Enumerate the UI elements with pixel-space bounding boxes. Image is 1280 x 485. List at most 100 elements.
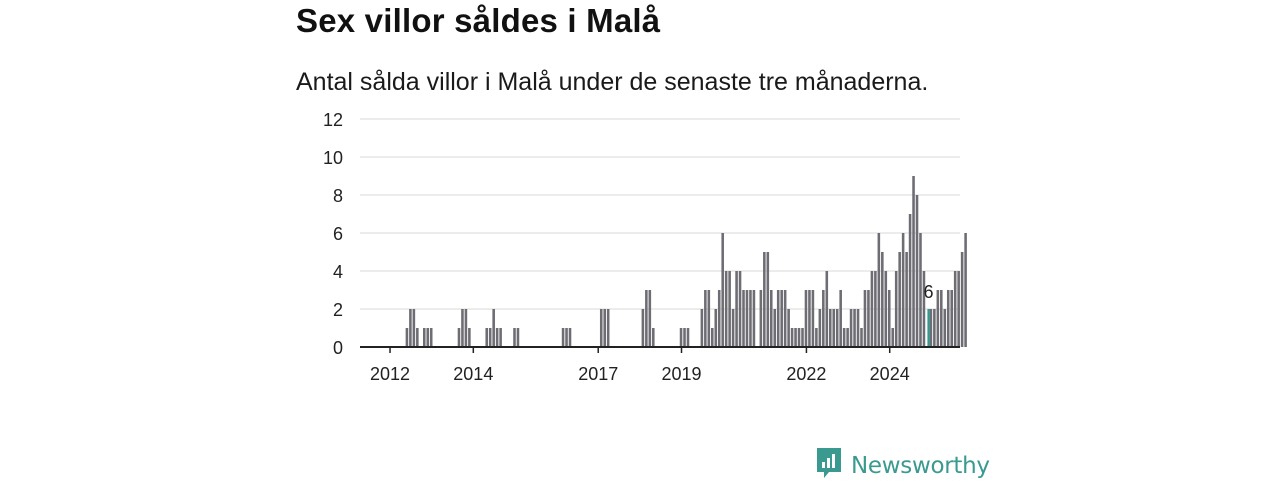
x-tick-label: 2022	[786, 364, 826, 384]
bar	[468, 328, 471, 347]
bar	[898, 252, 901, 347]
bar	[957, 271, 960, 347]
x-tick-label: 2014	[453, 364, 493, 384]
bar	[825, 271, 829, 347]
bar	[940, 290, 943, 347]
bar	[742, 290, 745, 347]
bar	[749, 290, 752, 347]
bar	[405, 328, 409, 347]
bar	[877, 233, 881, 347]
bar	[867, 290, 870, 347]
bar	[790, 328, 794, 347]
bar	[648, 290, 652, 347]
bar	[700, 309, 704, 347]
bar	[846, 328, 849, 347]
bars	[405, 176, 967, 347]
bar	[853, 309, 856, 347]
bar	[804, 290, 808, 347]
bar	[422, 328, 426, 347]
bar	[936, 290, 940, 347]
x-tick-label: 2019	[661, 364, 701, 384]
bar	[815, 328, 818, 347]
bar	[818, 309, 822, 347]
bar	[603, 309, 606, 347]
bar	[568, 328, 572, 347]
bar	[915, 195, 919, 347]
bar	[752, 290, 756, 347]
bar	[797, 328, 801, 347]
bar	[881, 252, 884, 347]
bar	[464, 309, 468, 347]
bar	[835, 309, 839, 347]
grid-lines	[360, 118, 960, 310]
bar	[412, 309, 416, 347]
bar	[960, 252, 964, 347]
bar	[863, 290, 867, 347]
bar	[933, 309, 936, 347]
bar	[842, 328, 846, 347]
bar	[492, 309, 495, 347]
bar	[849, 309, 853, 347]
bar	[683, 328, 686, 347]
bar	[429, 328, 433, 347]
bar	[919, 233, 922, 347]
bar	[794, 328, 797, 347]
chart-title: Sex villor såldes i Malå	[296, 2, 661, 39]
bar-highlight	[927, 309, 930, 347]
bar	[645, 290, 648, 347]
bar	[457, 328, 461, 347]
bar	[513, 328, 516, 347]
bar	[759, 290, 763, 347]
bar	[766, 252, 770, 347]
bar	[724, 271, 728, 347]
bar	[426, 328, 430, 347]
bar	[901, 233, 905, 347]
bar	[704, 290, 707, 347]
bar	[728, 271, 731, 347]
bar	[721, 233, 724, 347]
bar	[707, 290, 711, 347]
bar	[769, 290, 773, 347]
bar	[964, 233, 967, 347]
bar	[856, 309, 860, 347]
bar	[891, 328, 895, 347]
bar	[711, 328, 714, 347]
bar	[808, 290, 811, 347]
y-tick-label: 6	[333, 224, 343, 244]
bar	[641, 309, 645, 347]
bar	[409, 309, 412, 347]
y-tick-label: 4	[333, 262, 343, 282]
brand-name: Newsworthy	[851, 452, 990, 479]
bar	[516, 328, 520, 347]
bar	[908, 214, 912, 347]
chart-subtitle: Antal sålda villor i Malå under de senas…	[296, 68, 929, 96]
bar	[874, 271, 877, 347]
bar	[686, 328, 690, 347]
bar	[679, 328, 683, 347]
bar	[811, 290, 815, 347]
bar	[599, 309, 603, 347]
bar	[801, 328, 804, 347]
bar	[606, 309, 610, 347]
bar	[561, 328, 565, 347]
bar	[839, 290, 842, 347]
bar	[776, 290, 780, 347]
bar	[735, 271, 738, 347]
bar	[870, 271, 874, 347]
newsworthy-brand: Newsworthy	[815, 446, 990, 485]
bar	[714, 309, 718, 347]
y-tick-label: 2	[333, 300, 343, 320]
x-axis-ticks: 2012 2014 2017 2019 2022 2024	[370, 347, 910, 384]
bar	[828, 309, 832, 347]
bar	[860, 328, 863, 347]
bar	[946, 290, 950, 347]
x-tick-label: 2012	[370, 364, 410, 384]
bar	[485, 328, 489, 347]
bar	[787, 309, 790, 347]
bar	[950, 290, 953, 347]
bar	[773, 309, 777, 347]
bar	[953, 271, 957, 347]
bar	[565, 328, 568, 347]
bar	[783, 290, 787, 347]
